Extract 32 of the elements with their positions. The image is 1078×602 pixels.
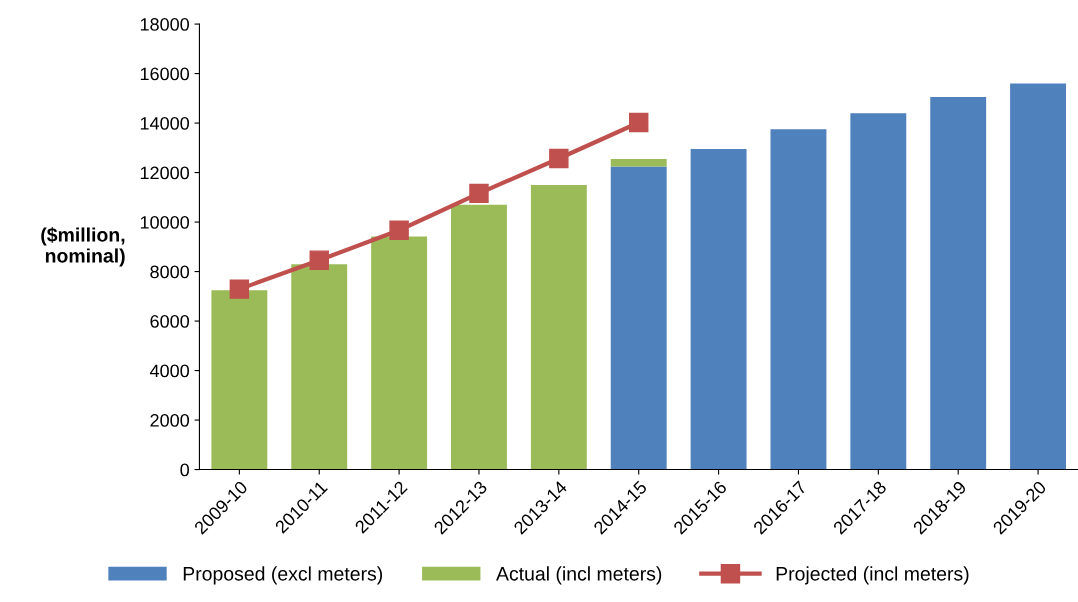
y-tick-label: 16000 bbox=[140, 67, 190, 81]
bar bbox=[610, 166, 667, 470]
bar bbox=[770, 129, 827, 470]
point bbox=[549, 148, 569, 169]
point bbox=[469, 183, 489, 204]
y-tick-label: 10000 bbox=[140, 216, 190, 229]
legend-label: Actual (incl meters) bbox=[496, 566, 662, 585]
point bbox=[229, 279, 250, 299]
y-tick-label: 18000 bbox=[140, 18, 190, 31]
y-tick-label: 12000 bbox=[140, 166, 190, 180]
bar bbox=[690, 149, 747, 470]
point bbox=[389, 220, 409, 240]
point bbox=[309, 250, 329, 270]
y-tick-label: 6000 bbox=[150, 315, 190, 328]
bar bbox=[211, 290, 268, 470]
y-axis-title: ($million, nominal) bbox=[41, 227, 125, 267]
bar bbox=[930, 97, 987, 470]
bar bbox=[850, 113, 907, 470]
y-tick-label: 4000 bbox=[149, 364, 190, 378]
legend-label: Projected (incl meters) bbox=[776, 566, 969, 585]
bar bbox=[610, 158, 667, 167]
bar bbox=[291, 264, 348, 470]
bar bbox=[371, 236, 428, 470]
bar bbox=[530, 184, 587, 470]
y-tick-label: 8000 bbox=[150, 265, 190, 279]
y-tick-label: 2000 bbox=[150, 414, 190, 427]
bar bbox=[1010, 83, 1067, 470]
legend-label: Proposed (excl meters) bbox=[183, 566, 383, 585]
bar bbox=[451, 204, 507, 470]
y-tick-label: 0 bbox=[180, 463, 189, 477]
point bbox=[628, 112, 649, 133]
y-tick-label: 14000 bbox=[140, 117, 190, 130]
